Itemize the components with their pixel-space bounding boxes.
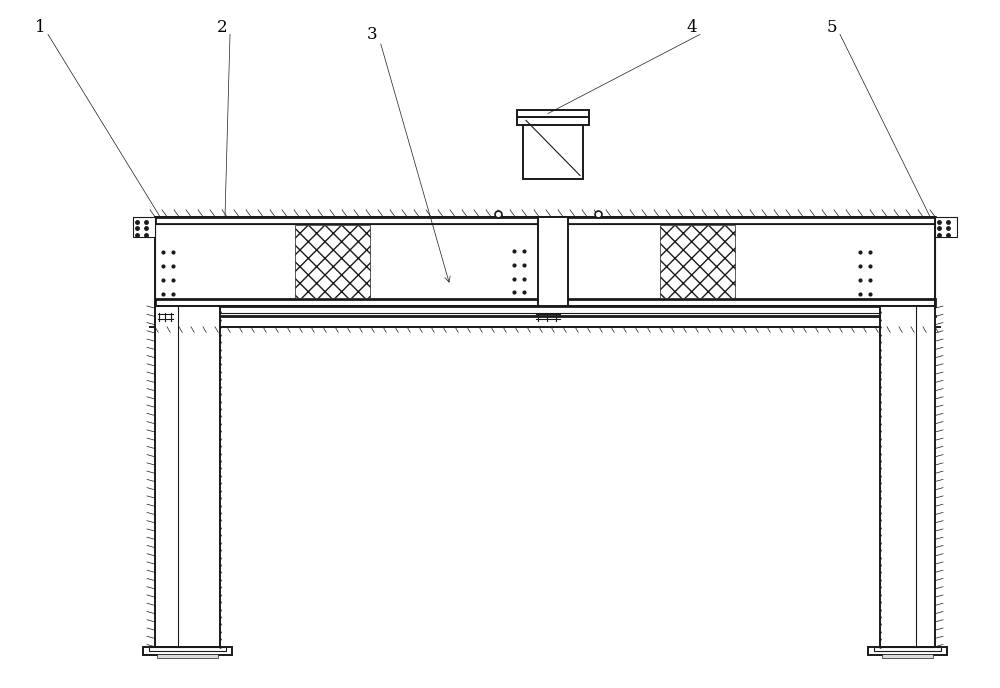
Bar: [157, 654, 218, 658]
Text: 2: 2: [217, 19, 227, 36]
Bar: [155, 306, 220, 647]
Text: 4: 4: [687, 19, 697, 36]
Text: 1: 1: [35, 19, 45, 36]
Bar: [155, 299, 935, 306]
Bar: [882, 654, 933, 658]
Bar: [517, 117, 589, 125]
Bar: [880, 306, 935, 647]
Bar: [143, 647, 232, 655]
Bar: [133, 217, 155, 237]
Bar: [155, 224, 935, 299]
Bar: [874, 647, 941, 651]
Bar: [523, 117, 583, 179]
Bar: [155, 217, 935, 306]
Bar: [935, 217, 957, 237]
Bar: [517, 110, 589, 117]
Bar: [295, 225, 370, 298]
Bar: [155, 217, 935, 224]
Text: 5: 5: [827, 19, 837, 36]
Bar: [538, 217, 568, 306]
Bar: [149, 647, 226, 651]
Bar: [660, 225, 735, 298]
Text: 3: 3: [367, 26, 377, 43]
Bar: [868, 647, 947, 655]
